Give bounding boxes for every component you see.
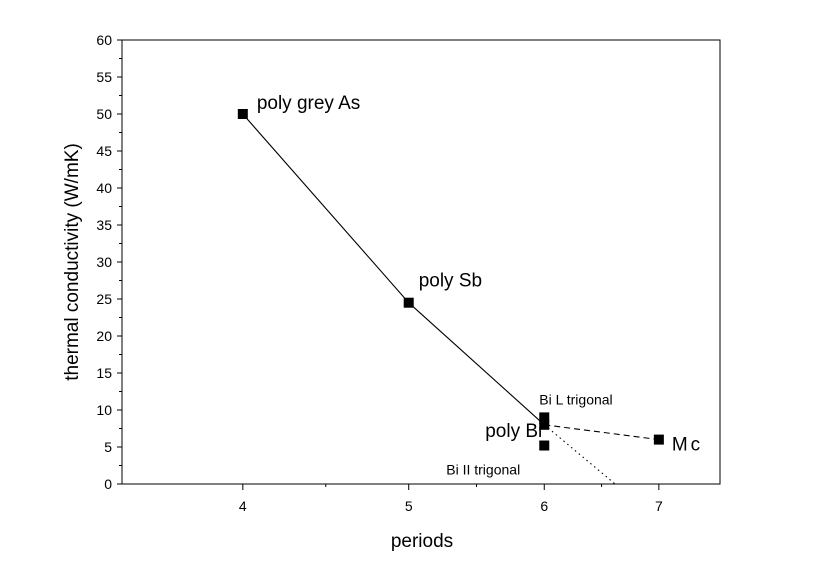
data-point — [539, 412, 550, 423]
y-tick-label: 0 — [104, 476, 112, 492]
y-tick-label: 5 — [104, 439, 112, 455]
y-tick-label: 10 — [96, 402, 112, 418]
y-tick-label: 40 — [96, 180, 112, 196]
point-label: poly Bi — [485, 421, 542, 442]
y-tick-label: 25 — [96, 291, 112, 307]
data-point — [539, 419, 550, 430]
x-tick-label: 4 — [239, 498, 247, 514]
data-points — [237, 109, 664, 451]
point-label: poly grey As — [257, 93, 361, 114]
y-tick-label: 50 — [96, 106, 112, 122]
x-tick-label: 6 — [540, 498, 548, 514]
y-tick-label: 60 — [96, 32, 112, 48]
y-tick-label: 30 — [96, 254, 112, 270]
series-line-solid — [242, 113, 545, 426]
y-tick-label: 45 — [96, 143, 112, 159]
point-label: Bi L trigonal — [539, 391, 612, 407]
data-point — [403, 297, 414, 308]
x-axis-label: periods — [391, 531, 453, 552]
y-tick-label: 55 — [96, 69, 112, 85]
series-line-dotted — [543, 424, 616, 485]
series-lines — [242, 113, 659, 485]
x-tick-label: 5 — [405, 498, 413, 514]
data-point — [539, 440, 550, 451]
y-tick-label: 20 — [96, 328, 112, 344]
data-point — [653, 434, 664, 445]
y-axis-label: thermal conductivity (W/mK) — [62, 143, 83, 381]
y-tick-label: 15 — [96, 365, 112, 381]
data-point — [237, 109, 248, 119]
x-tick-label: 7 — [655, 498, 663, 514]
point-label: poly Sb — [419, 271, 482, 292]
y-tick-label: 35 — [96, 217, 112, 233]
point-label: Mc — [672, 435, 703, 456]
point-labels: poly grey As poly Sb poly Bi Bi L trigonal B… — [257, 93, 703, 478]
plot-frame — [121, 39, 721, 485]
point-label: Bi II trigonal — [446, 462, 520, 478]
series-line-dashed — [544, 424, 659, 441]
